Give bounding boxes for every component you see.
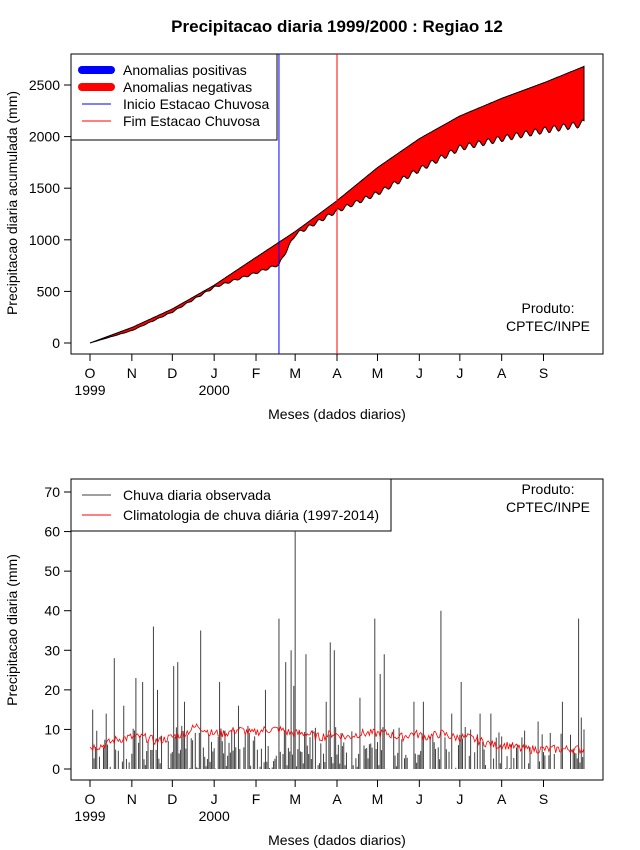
bottom-y-tick-label: 70: [44, 484, 60, 500]
bottom-legend-label: Climatologia de chuva diária (1997-2014): [123, 507, 379, 523]
bottom-plot-area: 0 10 20 30 40 50 60 70 O N D J F M A M J J A S 1999 2000 Chuva…: [44, 478, 604, 824]
top-x-tick-label: S: [539, 365, 548, 381]
bottom-year-label: 2000: [199, 808, 230, 824]
top-legend-label: Anomalias positivas: [123, 62, 247, 78]
top-x-tick-label: J: [416, 365, 423, 381]
top-legend-label: Inicio Estacao Chuvosa: [123, 96, 270, 112]
climatology-line: [89, 723, 585, 755]
top-x-tick-label: M: [289, 365, 301, 381]
bottom-year-label: 1999: [74, 808, 105, 824]
top-product-label: Produto:: [522, 300, 575, 316]
bottom-x-tick-label: A: [332, 791, 342, 807]
bottom-product-org: CPTEC/INPE: [506, 499, 590, 515]
top-chart-title: Precipitacao diaria 1999/2000 : Regiao 1…: [171, 17, 503, 36]
bottom-x-axis-label: Meses (dados diarios): [268, 832, 406, 848]
top-plot-area: 0 500 1000 1500 2000 2500 O N D J F M A M J J A S 1999 2000…: [29, 53, 604, 398]
bottom-y-tick-label: 20: [44, 682, 60, 698]
bottom-y-tick-label: 0: [52, 761, 60, 777]
top-x-tick-label: A: [332, 365, 342, 381]
top-y-tick-label: 2000: [29, 129, 60, 145]
bottom-legend: Chuva diaria observada Climatologia de ch…: [70, 478, 392, 532]
bottom-x-tick-label: S: [539, 791, 548, 807]
bottom-y-tick-label: 10: [44, 721, 60, 737]
bottom-product-label: Produto:: [522, 481, 575, 497]
bottom-x-tick-label: O: [85, 791, 96, 807]
top-x-tick-label: F: [252, 365, 261, 381]
bottom-y-tick-label: 30: [44, 642, 60, 658]
bottom-x-tick-label: D: [167, 791, 177, 807]
bottom-x-tick-label: J: [211, 791, 218, 807]
bottom-y-tick-label: 40: [44, 603, 60, 619]
bottom-y-axis-label: Precipitacao diaria (mm): [4, 554, 20, 706]
bottom-x-tick-label: N: [127, 791, 137, 807]
top-year-label: 2000: [199, 382, 230, 398]
top-legend-label: Anomalias negativas: [123, 79, 252, 95]
bottom-x-tick-label: J: [416, 791, 423, 807]
top-x-axis-label: Meses (dados diarios): [268, 406, 406, 422]
bottom-x-tick-label: F: [252, 791, 261, 807]
bottom-legend-box: [70, 478, 392, 532]
top-x-tick-label: D: [167, 365, 177, 381]
bottom-y-tick-label: 60: [44, 524, 60, 540]
bottom-y-tick-label: 50: [44, 563, 60, 579]
bottom-x-tick-label: M: [372, 791, 384, 807]
top-y-tick-label: 2500: [29, 77, 60, 93]
top-y-axis-label: Precipitacao diaria acumulada (mm): [4, 91, 20, 315]
top-x-tick-label: O: [85, 365, 96, 381]
top-y-tick-label: 1000: [29, 232, 60, 248]
bottom-x-tick-label: J: [456, 791, 463, 807]
top-y-tick-label: 0: [52, 335, 60, 351]
bottom-legend-label: Chuva diaria observada: [123, 487, 271, 503]
top-x-tick-label: J: [456, 365, 463, 381]
top-x-tick-label: M: [372, 365, 384, 381]
top-y-tick-label: 1500: [29, 180, 60, 196]
observed-rain-bars: [92, 531, 585, 769]
bottom-x-tick-label: A: [497, 791, 507, 807]
top-year-label: 1999: [74, 382, 105, 398]
top-legend-label: Fim Estacao Chuvosa: [123, 113, 260, 129]
top-product-org: CPTEC/INPE: [506, 318, 590, 334]
top-x-tick-label: N: [127, 365, 137, 381]
bottom-x-tick-label: M: [289, 791, 301, 807]
top-y-tick-label: 500: [37, 283, 61, 299]
top-x-tick-label: A: [497, 365, 507, 381]
top-x-tick-label: J: [211, 365, 218, 381]
